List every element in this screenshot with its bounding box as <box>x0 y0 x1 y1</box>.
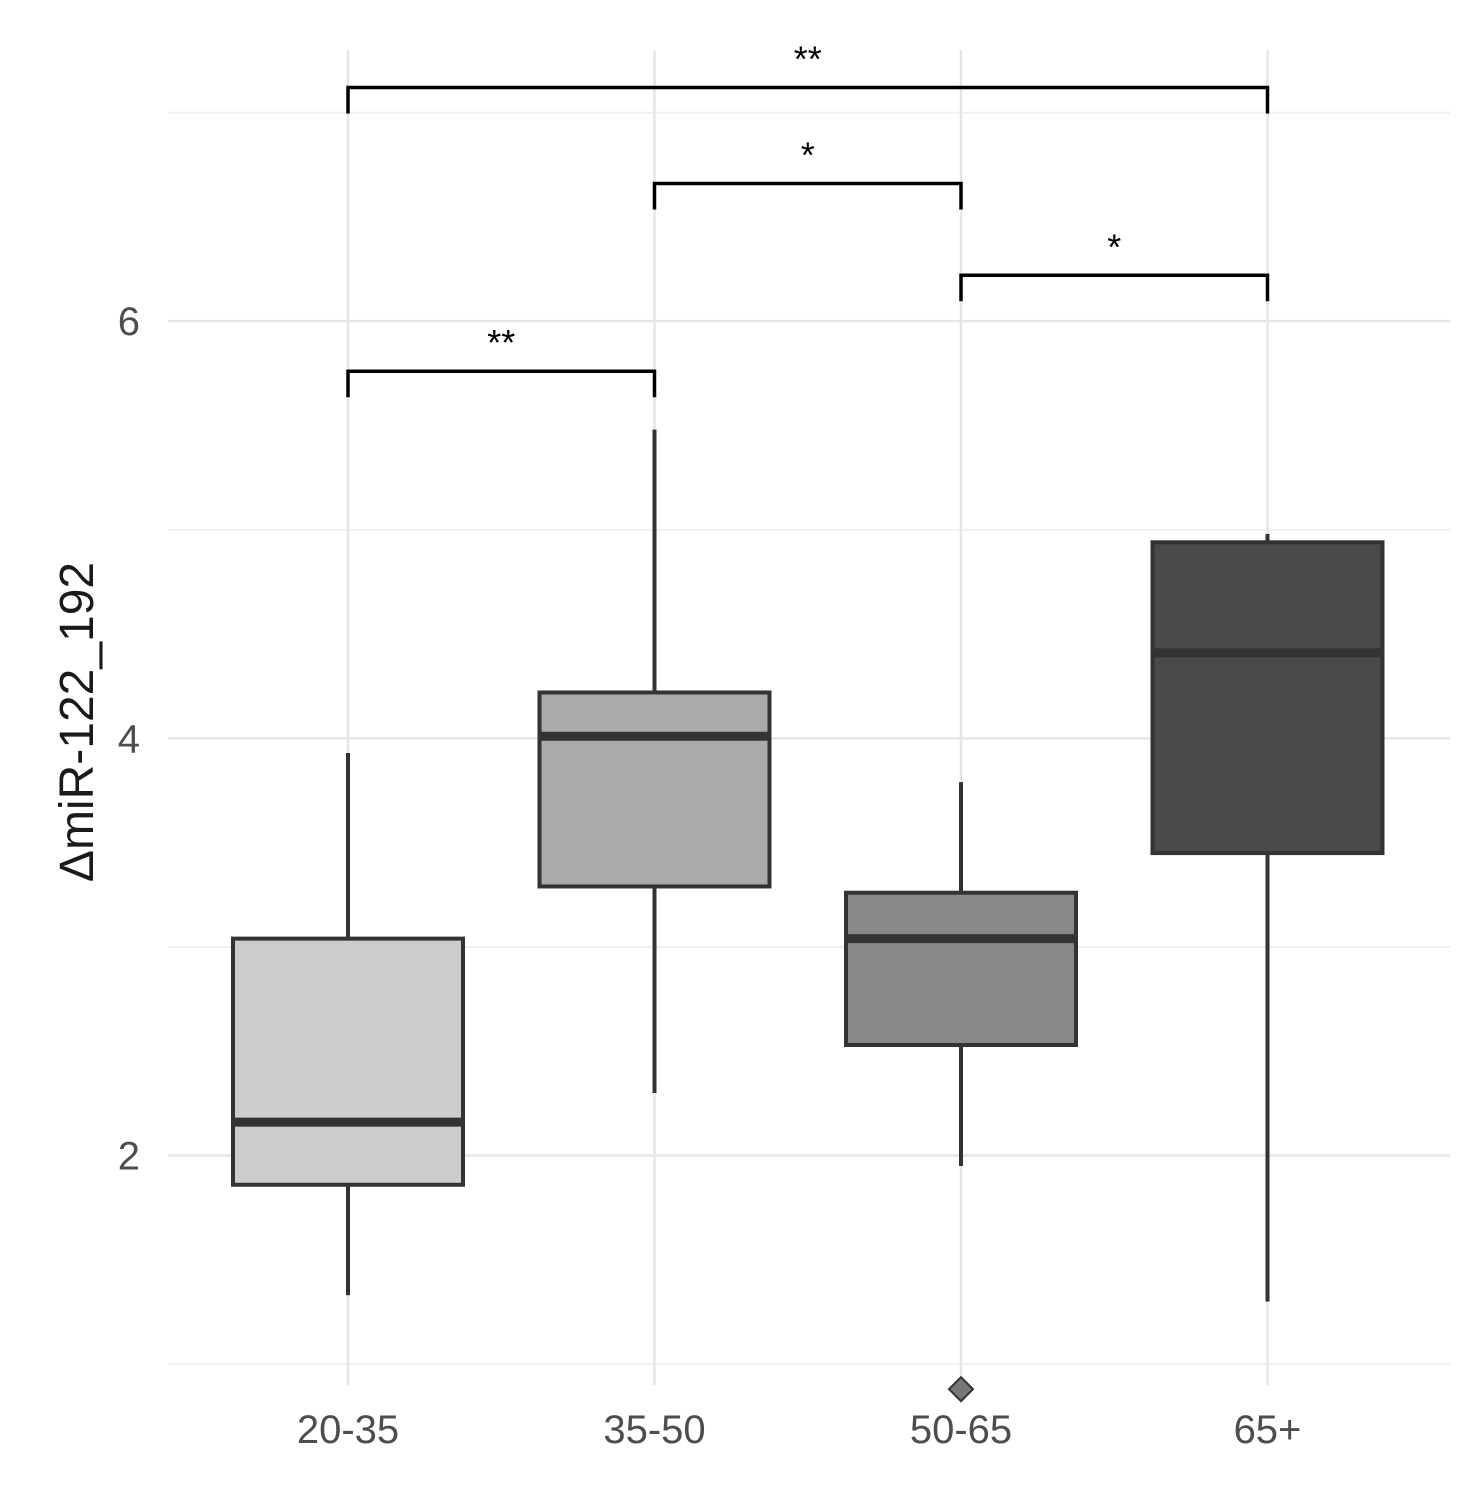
y-tick-label: 2 <box>118 1135 140 1179</box>
bracket-line <box>346 369 657 398</box>
box-35-50 <box>537 429 772 1093</box>
significance-label: * <box>1107 226 1121 267</box>
significance-bracket: ** <box>346 322 657 398</box>
bracket-line <box>652 181 963 210</box>
box-iqr <box>231 936 465 1187</box>
outlier-point <box>947 1375 975 1403</box>
significance-bracket: ** <box>346 39 1270 114</box>
y-tick-label: 4 <box>118 717 140 761</box>
axes: 2 4 6 20-35 35-50 50-65 65+ <box>118 300 1302 1452</box>
bracket-line <box>959 273 1270 302</box>
y-tick-label: 6 <box>118 300 140 344</box>
significance-label: * <box>801 135 815 176</box>
box-iqr <box>537 690 772 889</box>
y-axis-label: ΔmiR-122_192 <box>51 562 104 882</box>
significance-label: ** <box>487 322 515 363</box>
box-iqr <box>844 890 1078 1047</box>
box-50-65 <box>844 782 1078 1403</box>
significance-label: ** <box>794 39 822 80</box>
box-65+ <box>1150 533 1385 1302</box>
significance-annotations: ****** <box>346 39 1270 398</box>
significance-bracket: * <box>959 226 1270 302</box>
x-tick-label: 20-35 <box>297 1408 399 1452</box>
box-20-35 <box>231 752 465 1296</box>
x-tick-label: 50-65 <box>910 1408 1012 1452</box>
box-iqr <box>1150 540 1385 856</box>
bracket-line <box>346 85 1270 114</box>
x-tick-label: 65+ <box>1234 1408 1302 1452</box>
boxes <box>231 429 1385 1403</box>
x-tick-label: 35-50 <box>603 1408 705 1452</box>
significance-bracket: * <box>652 135 963 210</box>
